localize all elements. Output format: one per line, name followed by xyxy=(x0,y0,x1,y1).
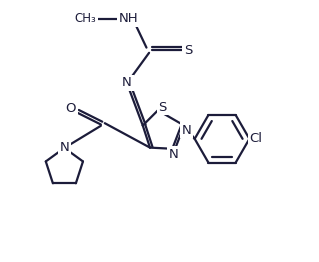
Text: N: N xyxy=(60,141,69,154)
Text: N: N xyxy=(169,148,179,161)
Text: S: S xyxy=(184,44,192,57)
Text: NH: NH xyxy=(118,12,138,25)
Text: S: S xyxy=(158,101,167,114)
Text: N: N xyxy=(122,76,132,89)
Text: O: O xyxy=(66,102,76,115)
Text: N: N xyxy=(182,124,191,137)
Text: Cl: Cl xyxy=(249,132,263,145)
Text: CH₃: CH₃ xyxy=(74,12,96,25)
